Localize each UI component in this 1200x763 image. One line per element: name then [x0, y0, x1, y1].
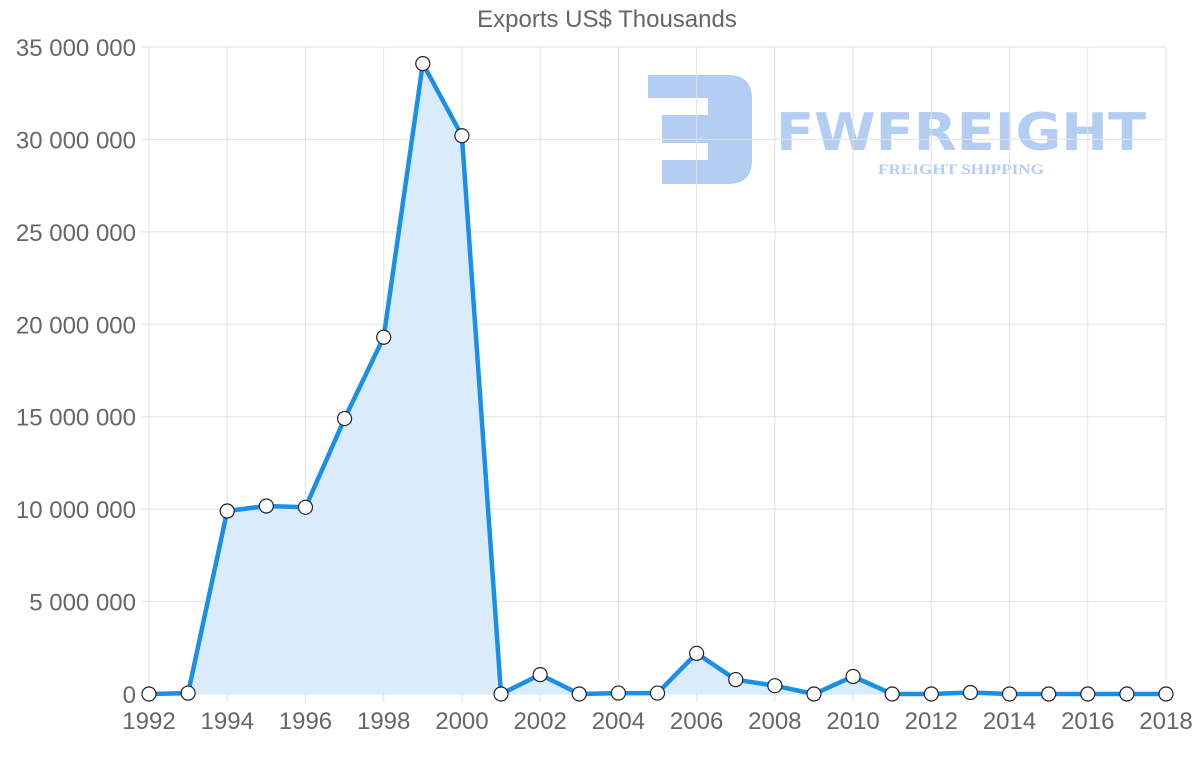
data-point	[845, 668, 861, 685]
data-point	[728, 671, 744, 688]
data-point	[806, 686, 822, 702]
y-tick-label: 30 000 000	[16, 127, 136, 154]
x-tick-label: 2016	[1061, 708, 1114, 735]
data-point	[454, 128, 470, 144]
x-tick-label: 1998	[357, 708, 410, 735]
data-point	[493, 686, 509, 702]
x-axis: 1992 1994 1996 1998 2000 2002 2004 2006 2008 2010…	[122, 708, 1192, 735]
data-point	[336, 410, 353, 427]
data-point	[1080, 686, 1096, 702]
y-tick-label: 10 000 000	[16, 497, 136, 524]
data-point	[649, 685, 666, 701]
x-tick-label: 1992	[122, 708, 175, 735]
data-point	[258, 498, 274, 514]
data-point	[1041, 686, 1057, 702]
data-point	[532, 666, 548, 683]
y-tick-label: 15 000 000	[16, 405, 136, 432]
fwfreight-logo-icon	[648, 75, 752, 184]
fwfreight-watermark-logo: FWFREIGHT FREIGHT SHIPPING	[648, 75, 1147, 184]
data-point	[923, 686, 939, 702]
data-point	[415, 56, 431, 72]
x-tick-label: 1994	[201, 708, 254, 735]
data-point	[180, 685, 196, 701]
y-tick-label: 25 000 000	[16, 220, 136, 247]
x-tick-label: 2004	[592, 708, 645, 735]
y-tick-label: 5 000 000	[29, 590, 136, 617]
logo-tagline-text: FREIGHT SHIPPING	[878, 162, 1044, 178]
data-point	[571, 686, 587, 702]
chart-title: Exports US$ Thousands	[477, 6, 737, 33]
data-point	[1119, 686, 1135, 702]
data-point	[884, 686, 900, 702]
x-tick-label: 2002	[513, 708, 566, 735]
data-points	[141, 56, 1174, 702]
data-point	[219, 503, 235, 519]
x-tick-label: 2006	[670, 708, 723, 735]
data-point	[297, 499, 314, 515]
x-tick-label: 1996	[279, 708, 332, 735]
data-point	[767, 678, 783, 694]
x-tick-label: 2014	[983, 708, 1036, 735]
data-point	[376, 329, 392, 345]
y-tick-label: 35 000 000	[16, 35, 136, 62]
logo-brand-text: FWFREIGHT	[776, 103, 1147, 163]
y-tick-label: 20 000 000	[16, 312, 136, 339]
y-tick-label: 0	[123, 682, 136, 709]
data-point	[141, 686, 157, 702]
series-area-fill	[149, 63, 1166, 695]
x-tick-label: 2010	[826, 708, 879, 735]
data-point	[962, 684, 979, 701]
data-point	[1158, 686, 1174, 702]
x-tick-label: 2018	[1139, 708, 1192, 735]
x-tick-label: 2008	[748, 708, 801, 735]
data-point	[689, 645, 705, 661]
data-point	[610, 685, 626, 701]
data-point	[1001, 686, 1018, 702]
x-tick-label: 2000	[435, 708, 488, 735]
x-tick-label: 2012	[905, 708, 958, 735]
y-axis: 0 5 000 000 10 000 000 15 000 000 20 000 000…	[16, 35, 136, 709]
